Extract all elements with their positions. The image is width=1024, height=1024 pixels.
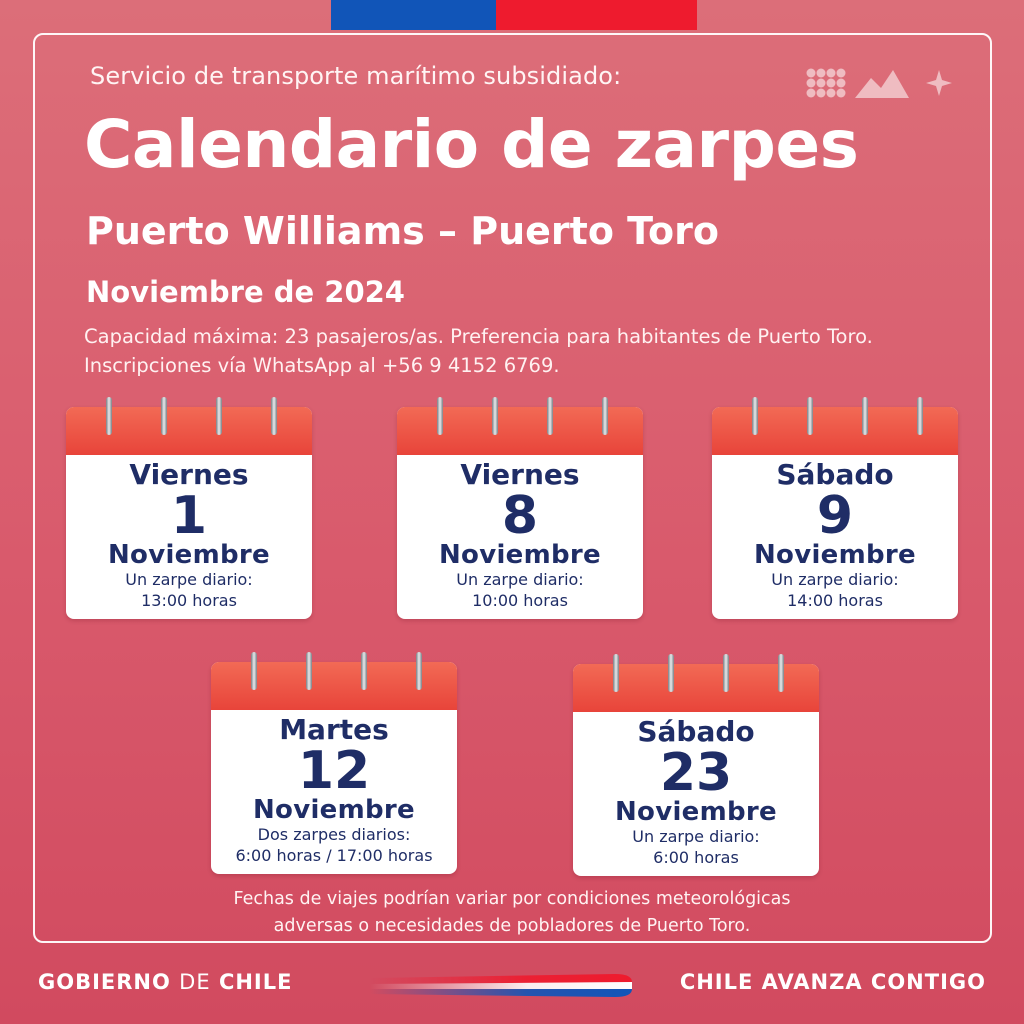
calendar-day: Viernes [129,458,249,491]
calendar-time: 6:00 horas / 17:00 horas [235,846,433,865]
calendar-frequency: Un zarpe diario: [771,570,899,589]
content-frame [33,33,992,943]
slogan: CHILE AVANZA CONTIGO [679,970,986,994]
calendar-number: 12 [297,741,371,801]
calendar-frequency: Un zarpe diario: [456,570,584,589]
calendar-number: 23 [659,743,733,803]
calendar-number: 8 [501,486,539,546]
calendar-card-1: Viernes 1 Noviembre Un zarpe diario: 13:… [66,397,312,619]
calendar-month: Noviembre [754,540,916,570]
calendar-number: 1 [170,486,208,546]
calendar-day: Sábado [637,715,755,748]
calendar-month: Noviembre [439,540,601,570]
flag-bar [331,0,697,30]
calendar-number: 9 [816,486,854,546]
calendar-card-3: Sábado 9 Noviembre Un zarpe diario: 14:0… [712,397,958,619]
calendar-month: Noviembre [615,797,777,827]
calendar-time: 13:00 horas [141,591,237,610]
calendar-frequency: Un zarpe diario: [125,570,253,589]
calendar-frequency: Dos zarpes diarios: [257,825,411,844]
calendar-time: 6:00 horas [653,848,739,867]
calendar-month: Noviembre [253,795,415,825]
subtitle: Servicio de transporte marítimo subsidia… [90,62,622,90]
month-title: Noviembre de 2024 [86,275,405,309]
gov-word-1: GOBIERNO [38,970,171,994]
calendar-card-2: Viernes 8 Noviembre Un zarpe diario: 10:… [397,397,643,619]
calendar-day: Sábado [776,458,894,491]
note-line-2: adversas o necesidades de pobladores de … [273,916,751,936]
calendar-day: Martes [279,713,389,746]
dots-mountains-star-icon [806,68,952,98]
gov-word-2: DE [179,970,211,994]
info-registration: Inscripciones vía WhatsApp al +56 9 4152… [84,354,560,377]
gov-word-3: CHILE [218,970,293,994]
route-title: Puerto Williams – Puerto Toro [86,209,719,253]
info-text: Capacidad máxima: 23 pasajeros/as. Prefe… [84,322,873,380]
flag-swoosh-icon [370,974,632,997]
flag-bar-red [496,0,697,30]
page-title: Calendario de zarpes [84,106,859,183]
info-capacity: Capacidad máxima: 23 pasajeros/as. Prefe… [84,325,873,348]
calendar-time: 14:00 horas [787,591,883,610]
calendar-frequency: Un zarpe diario: [632,827,760,846]
note-line-1: Fechas de viajes podrían variar por cond… [233,889,791,909]
calendar-day: Viernes [460,458,580,491]
calendar-card-5: Sábado 23 Noviembre Un zarpe diario: 6:0… [573,654,819,876]
calendar-time: 10:00 horas [472,591,568,610]
flag-bar-blue [331,0,496,30]
gobierno-de-chile-logo: GOBIERNO DE CHILE [38,970,292,994]
calendar-card-4: Martes 12 Noviembre Dos zarpes diarios: … [211,652,457,874]
calendar-month: Noviembre [108,540,270,570]
disclaimer-note: Fechas de viajes podrían variar por cond… [0,886,1024,940]
